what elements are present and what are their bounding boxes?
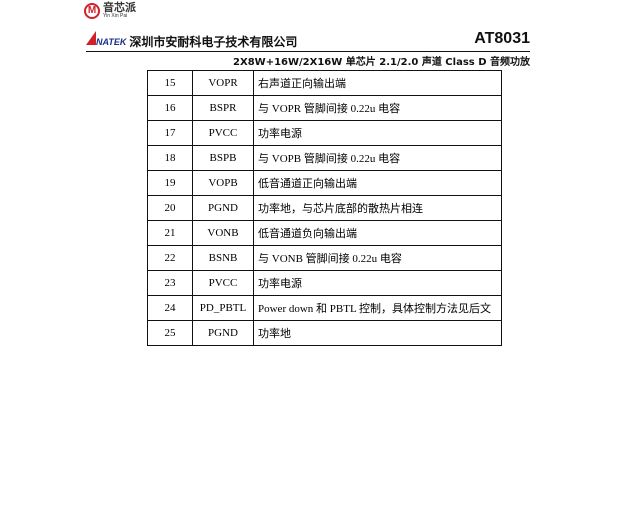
pin-name: VONB — [192, 220, 254, 246]
pin-number: 16 — [147, 95, 193, 121]
table-row: 24 PD_PBTL Power down 和 PBTL 控制，具体控制方法见后文 — [147, 295, 502, 321]
table-row: 16 BSPR 与 VOPR 管脚间接 0.22u 电容 — [147, 95, 502, 121]
pin-description: 与 VONB 管脚间接 0.22u 电容 — [253, 245, 502, 271]
pin-name: PGND — [192, 195, 254, 221]
pin-table: 15 VOPR 右声道正向输出端 16 BSPR 与 VOPR 管脚间接 0.22u 电容… — [147, 70, 502, 346]
table-row: 25 PGND 功率地 — [147, 320, 502, 346]
pin-description: 与 VOPB 管脚间接 0.22u 电容 — [253, 145, 502, 171]
pin-number: 17 — [147, 120, 193, 146]
pin-number: 24 — [147, 295, 193, 321]
pin-number: 20 — [147, 195, 193, 221]
table-row: 21 VONB 低音通道负向输出端 — [147, 220, 502, 246]
pin-number: 15 — [147, 70, 193, 96]
pin-description: 功率电源 — [253, 120, 502, 146]
logo-text: 音芯派 — [103, 1, 136, 14]
pin-name: VOPB — [192, 170, 254, 196]
pin-number: 23 — [147, 270, 193, 296]
table-row: 15 VOPR 右声道正向输出端 — [147, 70, 502, 96]
table-row: 19 VOPB 低音通道正向输出端 — [147, 170, 502, 196]
table-row: 22 BSNB 与 VONB 管脚间接 0.22u 电容 — [147, 245, 502, 271]
table-row: 23 PVCC 功率电源 — [147, 270, 502, 296]
pin-number: 18 — [147, 145, 193, 171]
pin-description: Power down 和 PBTL 控制，具体控制方法见后文 — [253, 295, 502, 321]
pin-name: VOPR — [192, 70, 254, 96]
pin-name: PVCC — [192, 120, 254, 146]
table-row: 17 PVCC 功率电源 — [147, 120, 502, 146]
header-divider — [86, 51, 530, 52]
pin-description: 功率地 — [253, 320, 502, 346]
table-row: 20 PGND 功率地，与芯片底部的散热片相连 — [147, 195, 502, 221]
pin-name: BSPR — [192, 95, 254, 121]
pin-number: 22 — [147, 245, 193, 271]
pin-description: 与 VOPR 管脚间接 0.22u 电容 — [253, 95, 502, 121]
company-name: 深圳市安耐科电子技术有限公司 — [129, 35, 298, 49]
pin-name: BSNB — [192, 245, 254, 271]
table-row: 18 BSPB 与 VOPB 管脚间接 0.22u 电容 — [147, 145, 502, 171]
pin-description: 低音通道负向输出端 — [253, 220, 502, 246]
yinxinpai-logo: M 音芯派 Yin Xin Pai — [84, 2, 136, 19]
pin-description: 功率地，与芯片底部的散热片相连 — [253, 195, 502, 221]
pin-name: BSPB — [192, 145, 254, 171]
pin-name: PD_PBTL — [192, 295, 254, 321]
pin-number: 19 — [147, 170, 193, 196]
pin-name: PGND — [192, 320, 254, 346]
pin-number: 25 — [147, 320, 193, 346]
pin-description: 低音通道正向输出端 — [253, 170, 502, 196]
brand-header: NATEK 深圳市安耐科电子技术有限公司 — [86, 30, 298, 50]
document-subtitle: 2X8W+16W/2X16W 单芯片 2.1/2.0 声道 Class D 音频… — [233, 57, 530, 68]
logo-mark-icon: M — [84, 2, 100, 19]
model-number: AT8031 — [474, 30, 530, 47]
pin-name: PVCC — [192, 270, 254, 296]
natek-logo: NATEK — [86, 30, 126, 47]
pin-description: 功率电源 — [253, 270, 502, 296]
pin-number: 21 — [147, 220, 193, 246]
pin-description: 右声道正向输出端 — [253, 70, 502, 96]
logo-subtext: Yin Xin Pai — [103, 13, 128, 19]
